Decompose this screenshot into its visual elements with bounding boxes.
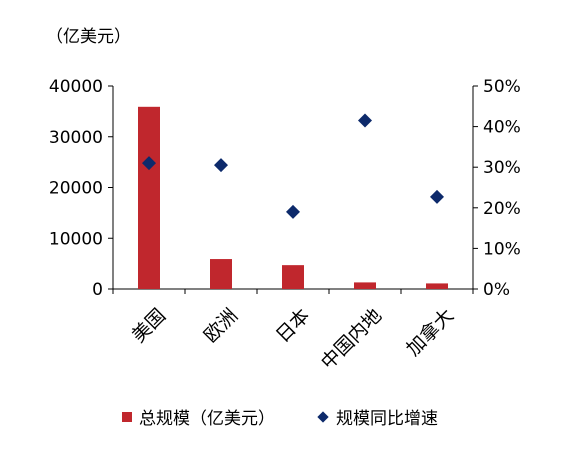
marker-日本 — [286, 204, 300, 219]
legend-item-bar: 总规模（亿美元） — [122, 404, 275, 429]
legend-marker-swatch — [317, 410, 329, 423]
y-right-tick-label: 30% — [483, 158, 521, 178]
y-left-tick-label: 10000 — [49, 229, 103, 249]
bar-美国 — [138, 106, 160, 290]
y-left-unit-label: （亿美元） — [46, 27, 131, 47]
legend-bar-label: 总规模（亿美元） — [139, 409, 275, 429]
x-tick-label: 欧洲 — [200, 305, 242, 347]
bar-欧洲 — [210, 259, 232, 289]
bar-日本 — [282, 265, 304, 289]
x-tick-label: 中国内地 — [317, 305, 386, 374]
y-right-tick-label: 0% — [483, 280, 510, 300]
y-left-tick-label: 0 — [92, 280, 103, 300]
y-left-tick-label: 30000 — [49, 128, 103, 148]
y-right-tick-label: 40% — [483, 118, 521, 138]
legend-scatter-label: 规模同比增速 — [336, 409, 438, 429]
marker-美国 — [142, 156, 156, 171]
legend-bar-swatch — [122, 411, 132, 422]
y-right-tick-label: 50% — [483, 77, 521, 97]
bar-加拿大 — [426, 283, 448, 289]
bar-中国内地 — [354, 282, 376, 289]
legend-item-scatter: 规模同比增速 — [317, 404, 438, 429]
marker-加拿大 — [430, 189, 444, 204]
y-right-tick-label: 20% — [483, 199, 521, 219]
y-right-tick-label: 10% — [483, 239, 521, 259]
x-tick-label: 日本 — [272, 305, 314, 347]
x-tick-label: 美国 — [128, 305, 170, 347]
x-tick-label: 加拿大 — [402, 304, 459, 361]
y-left-tick-label: 20000 — [49, 179, 103, 199]
legend: 总规模（亿美元） 规模同比增速 — [122, 404, 438, 429]
marker-欧洲 — [214, 158, 228, 173]
y-left-tick-label: 40000 — [49, 77, 103, 97]
marker-中国内地 — [358, 113, 372, 128]
